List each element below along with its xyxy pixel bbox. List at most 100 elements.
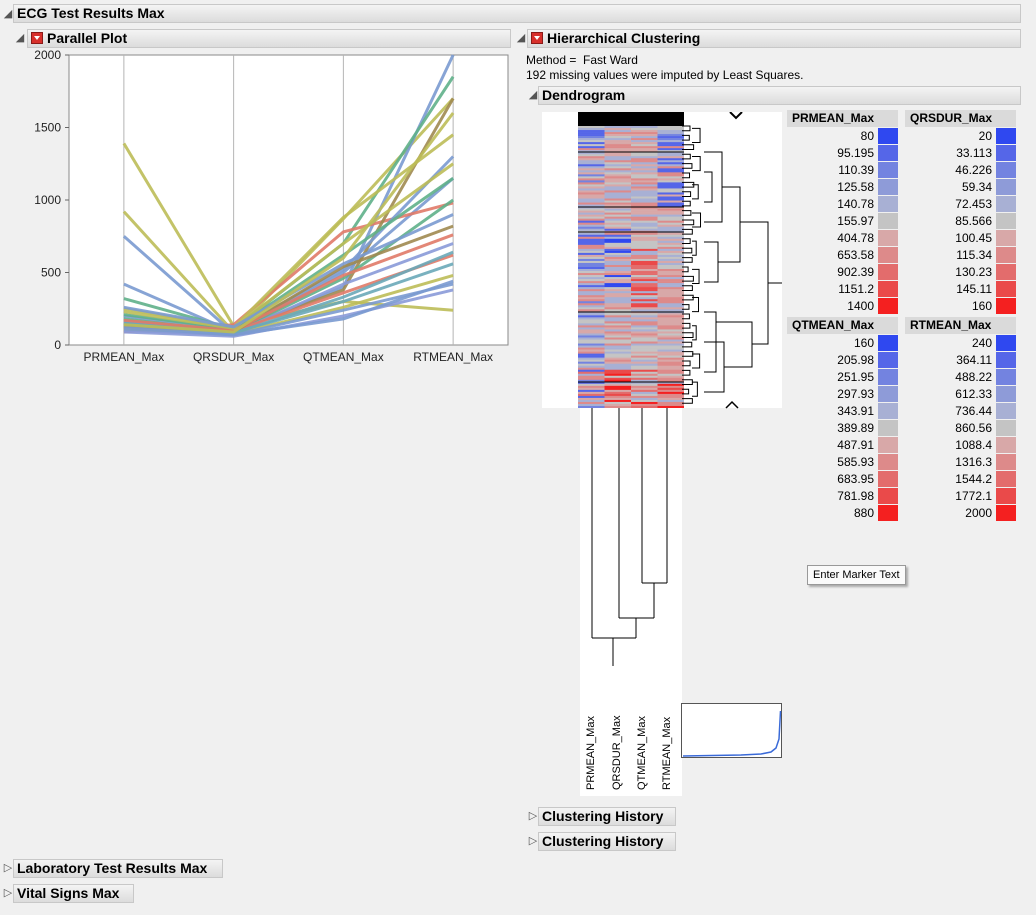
parallel-line-s17[interactable]	[123, 177, 454, 331]
legend-row: 297.93	[787, 386, 898, 402]
clustering-history-header-2[interactable]: Clustering History	[538, 832, 676, 851]
legend-color-swatch	[878, 213, 898, 229]
legend-value: 585.93	[837, 455, 874, 469]
legend-color-swatch	[996, 128, 1016, 144]
x-tick-label: PRMEAN_Max	[84, 350, 165, 364]
cluster-heatmap[interactable]	[578, 112, 684, 408]
legend-color-swatch	[878, 128, 898, 144]
distance-scree-plot[interactable]	[681, 703, 783, 759]
vitals-expand-icon[interactable]: ▷	[3, 887, 13, 899]
clustering-menu-icon[interactable]	[531, 32, 543, 44]
legend-value: 160	[971, 299, 992, 313]
legend-row: 612.33	[905, 386, 1016, 402]
legend-value: 1544.2	[955, 472, 992, 486]
legend-row: 1316.3	[905, 454, 1016, 470]
legend-row: 160	[905, 298, 1016, 314]
x-tick-label: QTMEAN_Max	[303, 350, 384, 364]
legend-color-swatch	[878, 403, 898, 419]
dendrogram-bottom-handle-icon[interactable]	[725, 400, 739, 409]
clustering-history-header-1[interactable]: Clustering History	[538, 807, 676, 826]
legend-row: 683.95	[787, 471, 898, 487]
legend-row: 59.34	[905, 179, 1016, 195]
legend-color-swatch	[878, 281, 898, 297]
legend-value: 110.39	[838, 163, 874, 177]
legend-color-swatch	[878, 386, 898, 402]
legend-value: 130.23	[955, 265, 992, 279]
legend-color-swatch	[878, 369, 898, 385]
clustering-collapse-icon[interactable]: ◢	[516, 32, 526, 44]
x-tick-label: QRSDUR_Max	[193, 350, 274, 364]
legend-row: 487.91	[787, 437, 898, 453]
legend-value: 72.453	[955, 197, 992, 211]
legend-value: 155.97	[837, 214, 874, 228]
hierarchical-clustering-header[interactable]: Hierarchical Clustering	[527, 29, 1021, 48]
clustering-title: Hierarchical Clustering	[547, 30, 701, 46]
legend-color-swatch	[996, 420, 1016, 436]
column-label-qtmean-max: QTMEAN_Max	[636, 716, 648, 790]
y-tick-label: 2000	[34, 48, 61, 62]
legend-row: 902.39	[787, 264, 898, 280]
dendrogram-collapse-icon[interactable]: ◢	[528, 89, 538, 101]
report-title-bar[interactable]: ECG Test Results Max	[13, 4, 1021, 23]
clustering-history-expand-icon-2[interactable]: ▷	[528, 835, 538, 847]
legend-color-swatch	[878, 298, 898, 314]
legend-color-swatch	[996, 145, 1016, 161]
legend-row: 1151.2	[787, 281, 898, 297]
dendrogram-header[interactable]: Dendrogram	[538, 86, 1021, 105]
legend-value: 343.91	[837, 404, 874, 418]
legend-value: 33.113	[956, 146, 992, 160]
legend-color-swatch	[878, 247, 898, 263]
parallel-line-s20[interactable]	[123, 162, 455, 330]
legend-color-swatch	[996, 369, 1016, 385]
report-title: ECG Test Results Max	[17, 5, 165, 21]
y-tick-label: 1000	[34, 193, 61, 207]
scree-curve	[682, 710, 782, 757]
method-label: Method =	[526, 53, 577, 67]
legend-color-swatch	[996, 264, 1016, 280]
y-tick-label: 1500	[34, 121, 61, 135]
legend-value: 20	[978, 129, 992, 143]
method-line: Method = Fast Ward	[526, 53, 638, 67]
lab-expand-icon[interactable]: ▷	[3, 862, 13, 874]
legend-row: 404.78	[787, 230, 898, 246]
heatmap-top-band	[578, 112, 684, 126]
parallel-plot-menu-icon[interactable]	[31, 32, 43, 44]
dendrogram-top-handle-icon[interactable]	[729, 112, 743, 120]
collapse-triangle-icon[interactable]: ◢	[3, 8, 13, 20]
clustering-history-title-2: Clustering History	[542, 833, 664, 849]
parallel-plot-collapse-icon[interactable]: ◢	[15, 32, 25, 44]
column-dendrogram[interactable]	[580, 408, 682, 668]
legend-value: 487.91	[837, 438, 874, 452]
legend-value: 1772.1	[955, 489, 992, 503]
legend-value: 80	[860, 129, 874, 143]
legend-color-swatch	[996, 247, 1016, 263]
legend-value: 404.78	[837, 231, 874, 245]
legend-color-swatch	[878, 420, 898, 436]
legend-header-qtmean-max: QTMEAN_Max	[787, 317, 898, 334]
parallel-line-s24[interactable]	[123, 112, 455, 334]
legend-row: 2000	[905, 505, 1016, 521]
legend-header-qrsdur-max: QRSDUR_Max	[905, 110, 1016, 127]
legend-value: 1151.2	[838, 282, 874, 296]
legend-row: 46.226	[905, 162, 1016, 178]
legend-value: 160	[853, 336, 874, 350]
legend-value: 85.566	[955, 214, 992, 228]
lab-results-header[interactable]: Laboratory Test Results Max	[13, 859, 223, 878]
column-label-rtmean-max: RTMEAN_Max	[661, 716, 673, 790]
legend-value: 95.195	[837, 146, 874, 160]
legend-value: 251.95	[837, 370, 874, 384]
legend-row: 1544.2	[905, 471, 1016, 487]
parallel-line-s23[interactable]	[123, 279, 454, 337]
legend-row: 1088.4	[905, 437, 1016, 453]
clustering-history-expand-icon-1[interactable]: ▷	[528, 810, 538, 822]
row-dendrogram[interactable]	[682, 112, 782, 412]
legend-row: 80	[787, 128, 898, 144]
legend-row: 343.91	[787, 403, 898, 419]
parallel-plot-header[interactable]: Parallel Plot	[27, 29, 511, 48]
legend-color-swatch	[878, 230, 898, 246]
parallel-line-s19[interactable]	[123, 233, 454, 333]
legend-value: 612.33	[955, 387, 992, 401]
vital-signs-header[interactable]: Vital Signs Max	[13, 884, 134, 903]
marker-text-tooltip: Enter Marker Text	[807, 565, 906, 585]
legend-color-swatch	[878, 454, 898, 470]
